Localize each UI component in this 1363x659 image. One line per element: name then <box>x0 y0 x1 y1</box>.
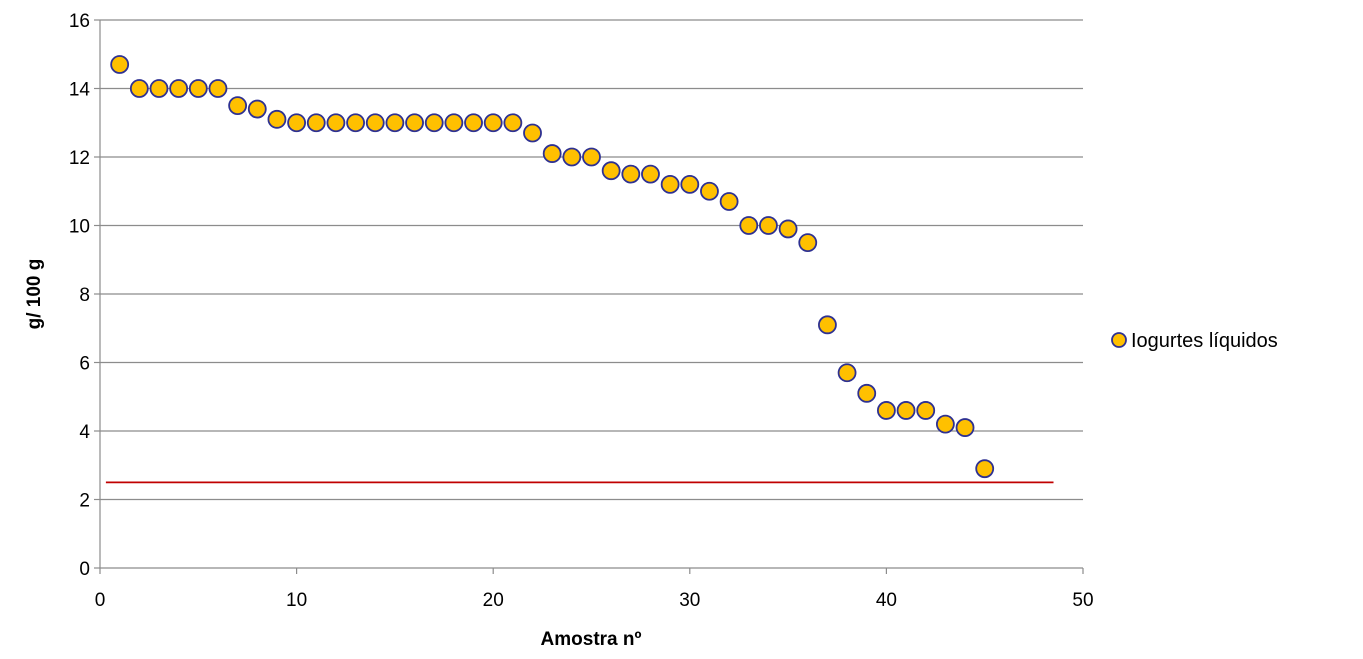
data-point <box>385 113 405 133</box>
y-tick-label: 12 <box>69 148 90 169</box>
data-point <box>641 164 660 184</box>
y-axis-title: g/ 100 g <box>24 259 45 330</box>
data-point <box>818 315 837 335</box>
data-point <box>582 147 601 167</box>
x-tick-label: 0 <box>95 590 106 611</box>
data-point <box>503 113 523 133</box>
data-point <box>365 113 385 133</box>
y-tick-label: 0 <box>79 559 90 580</box>
data-point <box>660 174 680 194</box>
axes <box>94 19 1084 574</box>
data-point <box>955 418 975 437</box>
y-tick-label: 4 <box>79 422 90 443</box>
data-points <box>110 55 995 479</box>
grid-lines <box>100 19 1083 501</box>
data-point <box>857 383 877 403</box>
y-tick-label: 2 <box>79 491 90 512</box>
x-tick-label: 30 <box>679 590 700 611</box>
data-point <box>405 113 424 133</box>
data-point <box>680 174 700 194</box>
x-tick-label: 10 <box>286 590 307 611</box>
data-point <box>719 192 739 211</box>
data-point <box>975 459 995 479</box>
y-tick-label: 6 <box>79 354 90 375</box>
x-axis-title: Amostra nº <box>541 629 642 650</box>
x-tick-label: 20 <box>483 590 504 611</box>
data-point <box>700 181 719 201</box>
data-point <box>169 79 189 98</box>
data-point <box>621 164 641 184</box>
y-tick-label: 16 <box>69 11 90 32</box>
data-point <box>444 113 464 133</box>
data-point <box>837 363 857 383</box>
data-point <box>149 79 169 98</box>
tick-labels: 0 2 4 6 8 10 12 14 16 0 10 20 30 40 50 <box>69 11 1094 611</box>
data-point <box>877 401 896 420</box>
data-point <box>798 233 818 253</box>
data-point <box>306 113 326 133</box>
data-point <box>778 219 798 239</box>
data-point <box>129 79 149 98</box>
data-point <box>916 401 936 420</box>
data-point <box>110 55 130 74</box>
y-tick-label: 10 <box>69 217 90 238</box>
x-tick-label: 50 <box>1072 590 1093 611</box>
data-point <box>208 79 228 98</box>
data-point <box>562 147 582 167</box>
data-point <box>483 113 503 133</box>
data-point <box>759 216 778 235</box>
data-point <box>464 113 483 133</box>
data-point <box>935 414 955 434</box>
data-point <box>326 113 346 133</box>
legend-marker <box>1111 332 1127 348</box>
legend: Iogurtes líquidos <box>1111 330 1278 352</box>
data-point <box>247 99 267 119</box>
data-point <box>601 161 621 181</box>
data-point <box>287 113 307 133</box>
data-point <box>542 144 562 163</box>
data-point <box>346 113 365 133</box>
data-point <box>424 113 444 133</box>
x-tick-label: 40 <box>876 590 897 611</box>
data-point <box>739 216 759 235</box>
data-point <box>896 401 916 420</box>
data-point <box>267 109 287 129</box>
y-tick-label: 8 <box>79 285 90 306</box>
y-tick-label: 14 <box>69 80 91 101</box>
data-point <box>228 96 248 116</box>
legend-label: Iogurtes líquidos <box>1131 330 1278 352</box>
data-point <box>523 123 542 143</box>
data-point <box>188 79 208 98</box>
